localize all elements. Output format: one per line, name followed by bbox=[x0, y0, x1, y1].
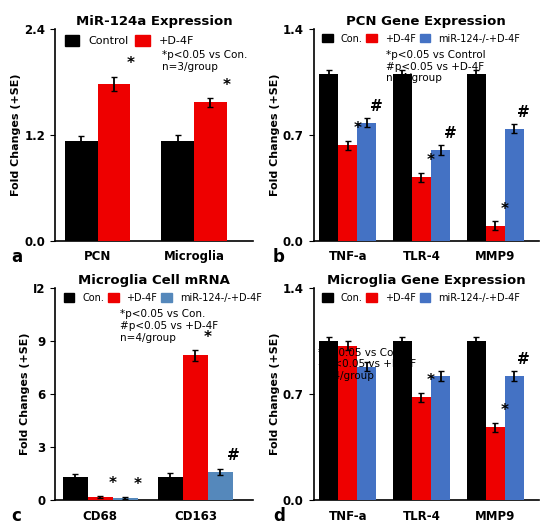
Bar bbox=[466, 341, 486, 500]
Bar bbox=[358, 123, 376, 241]
Bar bbox=[63, 477, 87, 500]
Title: MiR-124a Expression: MiR-124a Expression bbox=[76, 15, 232, 28]
Text: a: a bbox=[12, 248, 23, 266]
Text: #: # bbox=[227, 448, 239, 463]
Bar bbox=[87, 497, 113, 500]
Legend: Con., +D-4F, miR-124-/-+D-4F: Con., +D-4F, miR-124-/-+D-4F bbox=[318, 289, 524, 307]
Bar bbox=[158, 477, 183, 500]
Bar bbox=[98, 84, 130, 241]
Title: Microglia Cell mRNA: Microglia Cell mRNA bbox=[78, 274, 230, 287]
Bar bbox=[65, 141, 98, 241]
Text: #: # bbox=[370, 99, 383, 114]
Text: *: * bbox=[500, 403, 509, 418]
Text: *p<0.05 vs Control
#p<0.05 vs +D-4F
n=4/group: *p<0.05 vs Control #p<0.05 vs +D-4F n=4/… bbox=[386, 50, 485, 84]
Text: #: # bbox=[518, 352, 530, 367]
Bar bbox=[505, 129, 524, 241]
Text: *: * bbox=[134, 477, 141, 492]
Text: *: * bbox=[108, 476, 117, 490]
Text: d: d bbox=[273, 507, 285, 525]
Bar bbox=[393, 75, 412, 241]
Bar bbox=[486, 427, 505, 500]
Bar bbox=[183, 355, 208, 500]
Bar bbox=[338, 145, 358, 241]
Y-axis label: Fold Changes (+SE): Fold Changes (+SE) bbox=[20, 333, 30, 455]
Text: #: # bbox=[444, 126, 456, 141]
Text: *p<0.05 vs Con.
#p<0.05 vs +D-4F
n=4/group: *p<0.05 vs Con. #p<0.05 vs +D-4F n=4/gro… bbox=[120, 309, 218, 343]
Legend: Control, +D-4F: Control, +D-4F bbox=[60, 31, 199, 50]
Text: *: * bbox=[126, 57, 135, 71]
Text: *: * bbox=[427, 153, 435, 168]
Y-axis label: Fold Changes (+SE): Fold Changes (+SE) bbox=[12, 74, 21, 196]
Bar bbox=[412, 177, 431, 241]
Text: c: c bbox=[12, 507, 21, 525]
Legend: Con., +D-4F, miR-124-/-+D-4F: Con., +D-4F, miR-124-/-+D-4F bbox=[318, 30, 524, 48]
Y-axis label: Fold Changes (+SE): Fold Changes (+SE) bbox=[270, 333, 280, 455]
Bar bbox=[338, 346, 358, 500]
Bar bbox=[208, 472, 233, 500]
Text: *p<0.05 vs Con.
#p<0.05 vs +D-4F
n=4/group: *p<0.05 vs Con. #p<0.05 vs +D-4F n=4/gro… bbox=[318, 348, 416, 381]
Text: *: * bbox=[427, 373, 435, 388]
Bar bbox=[113, 498, 138, 500]
Bar bbox=[431, 376, 450, 500]
Bar bbox=[486, 225, 505, 241]
Bar bbox=[412, 397, 431, 500]
Bar bbox=[358, 367, 376, 500]
Text: *: * bbox=[204, 330, 212, 345]
Text: *: * bbox=[353, 122, 361, 136]
Bar bbox=[466, 75, 486, 241]
Text: *: * bbox=[223, 78, 231, 93]
Y-axis label: Fold Changes (+SE): Fold Changes (+SE) bbox=[270, 74, 280, 196]
Bar bbox=[431, 150, 450, 241]
Bar bbox=[194, 102, 227, 241]
Bar bbox=[505, 376, 524, 500]
Text: b: b bbox=[273, 248, 285, 266]
Legend: Con., +D-4F, miR-124-/-+D-4F: Con., +D-4F, miR-124-/-+D-4F bbox=[60, 289, 266, 307]
Title: Microglia Gene Expression: Microglia Gene Expression bbox=[327, 274, 526, 287]
Title: PCN Gene Expression: PCN Gene Expression bbox=[346, 15, 506, 28]
Text: #: # bbox=[518, 105, 530, 120]
Text: *: * bbox=[500, 202, 509, 216]
Text: *p<0.05 vs Con.
n=3/group: *p<0.05 vs Con. n=3/group bbox=[162, 50, 248, 72]
Bar bbox=[319, 75, 338, 241]
Bar bbox=[161, 141, 194, 241]
Bar bbox=[319, 341, 338, 500]
Bar bbox=[393, 341, 412, 500]
